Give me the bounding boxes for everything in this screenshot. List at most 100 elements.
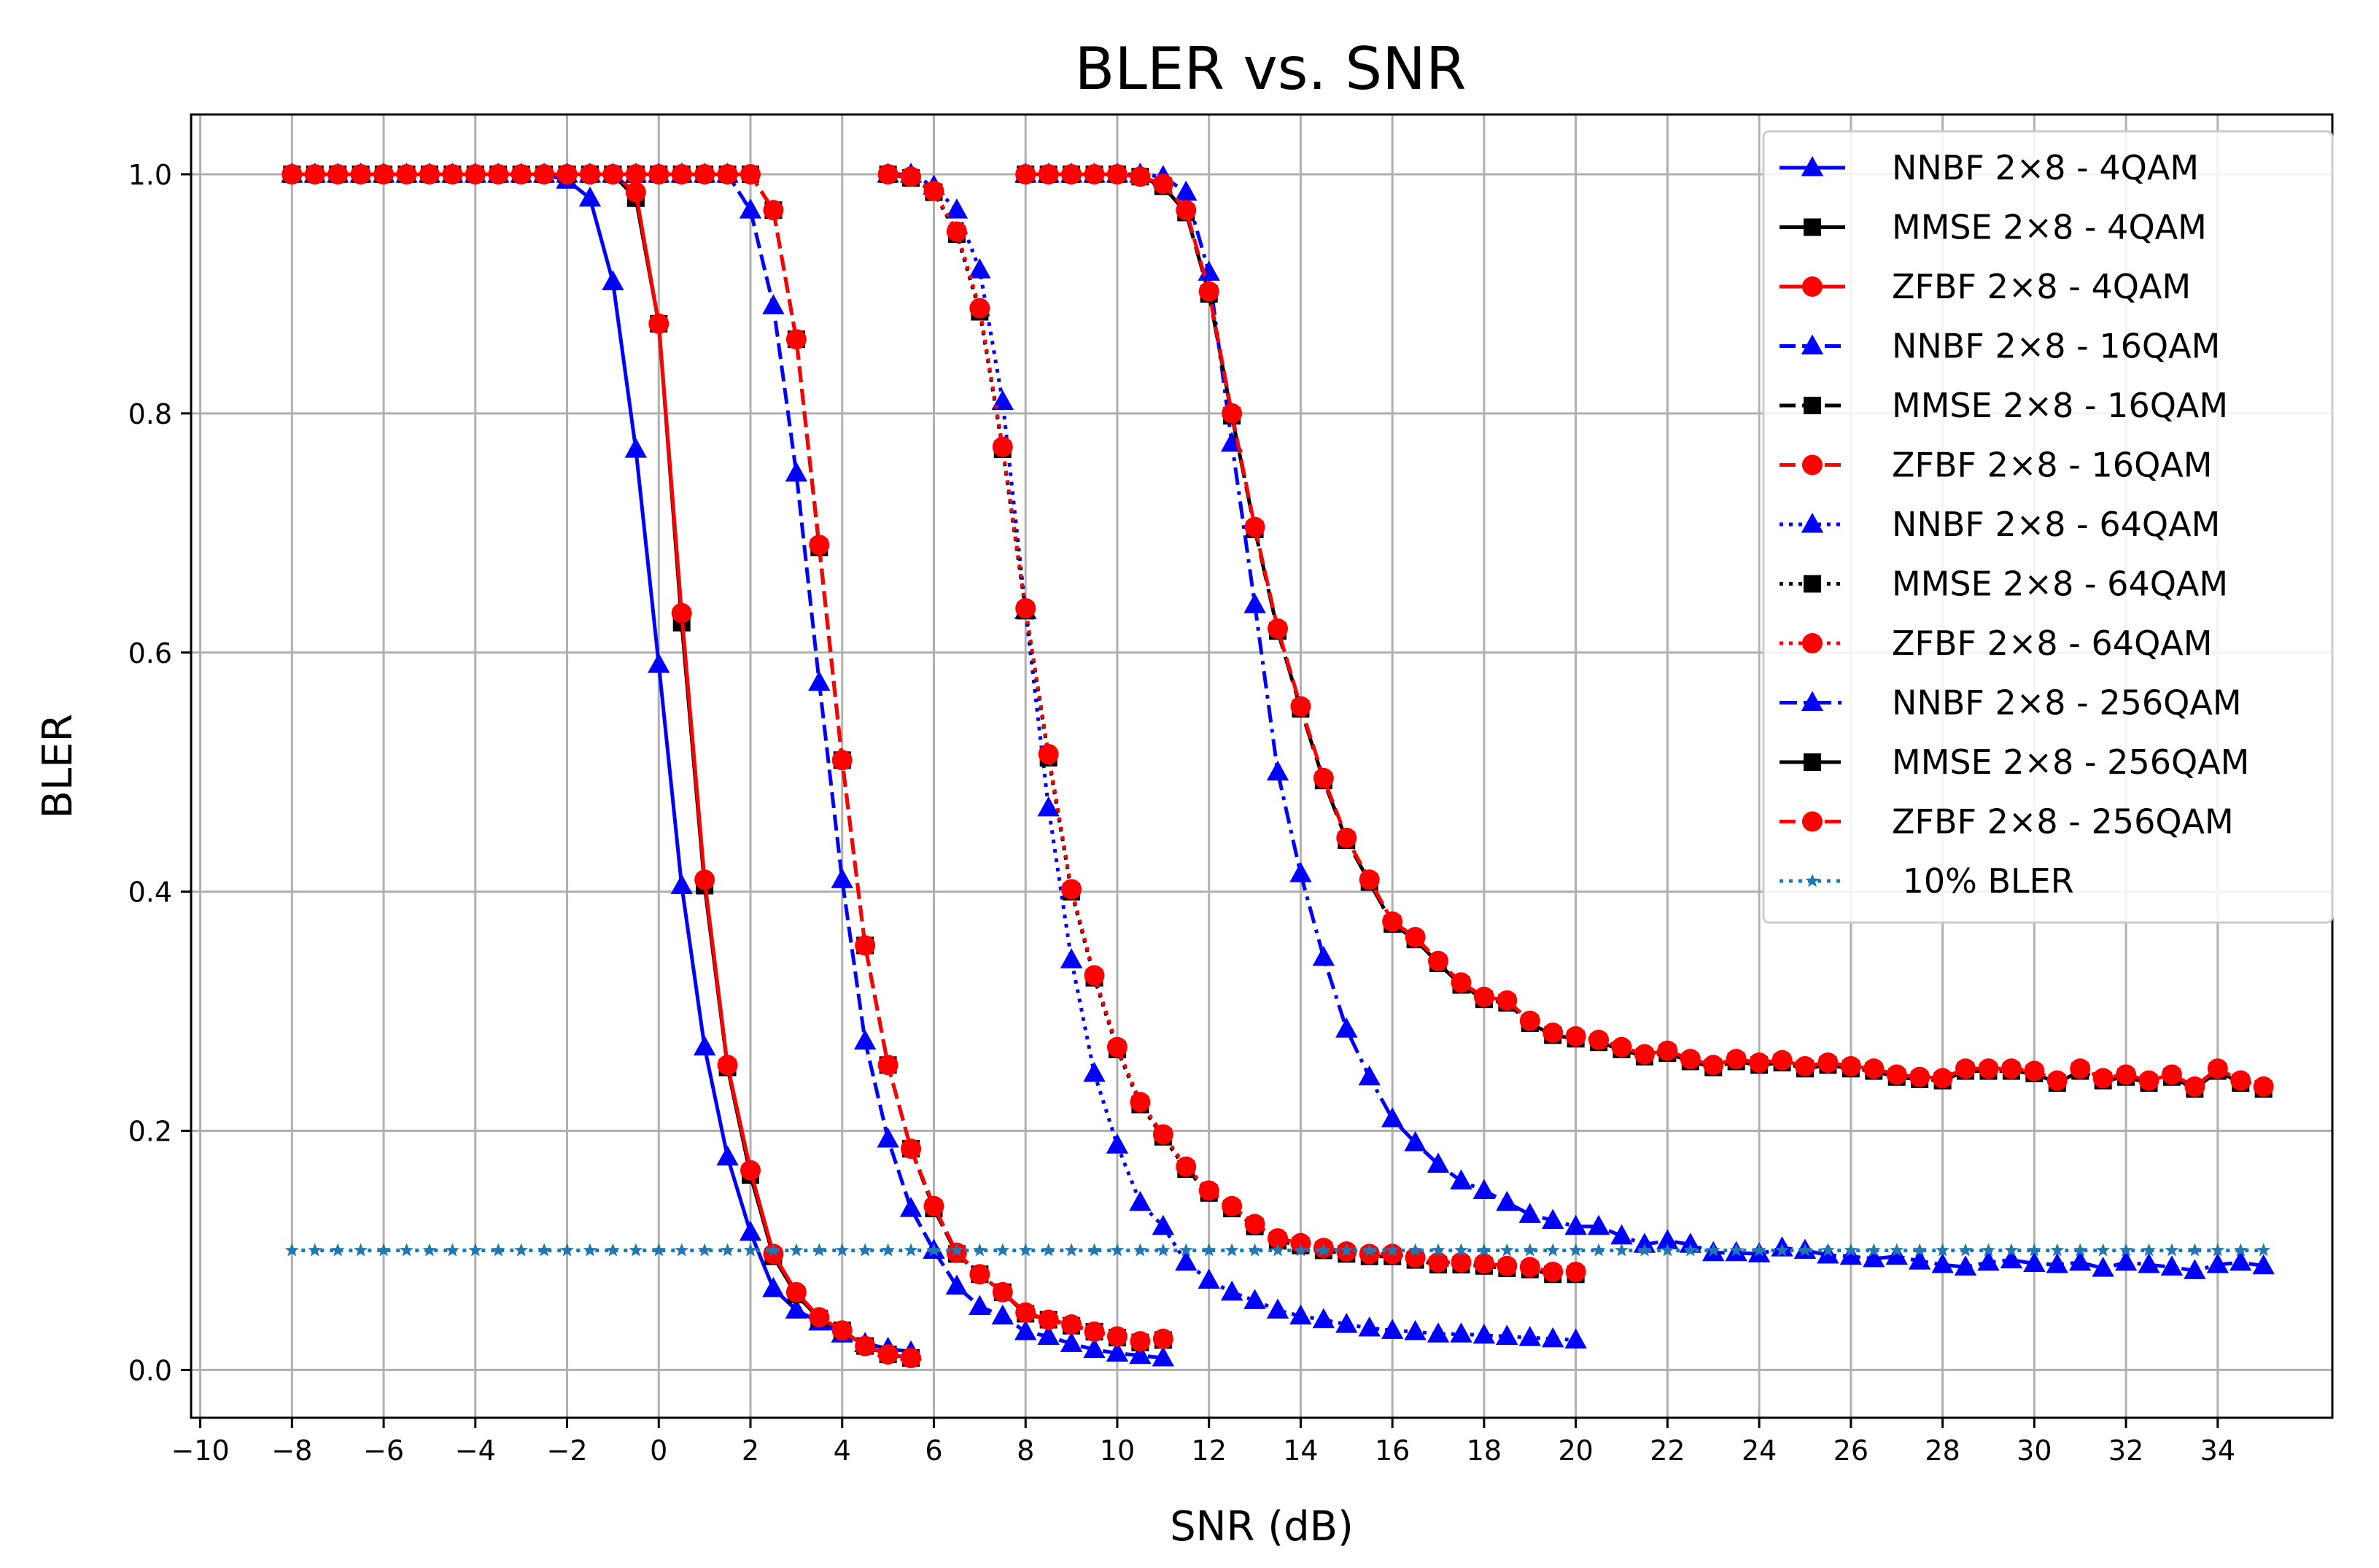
circle-marker bbox=[671, 602, 692, 624]
circle-marker bbox=[2046, 1070, 2068, 1091]
star-marker bbox=[1018, 1243, 1033, 1257]
circle-marker bbox=[2070, 1058, 2091, 1079]
circle-marker bbox=[648, 163, 670, 185]
x-tick-label: −10 bbox=[171, 1435, 229, 1467]
triangle-marker bbox=[1564, 1214, 1587, 1235]
circle-marker bbox=[625, 182, 646, 203]
circle-marker bbox=[992, 1281, 1013, 1303]
circle-marker bbox=[1176, 1156, 1197, 1177]
star-marker bbox=[308, 1243, 322, 1257]
square-marker bbox=[1804, 397, 1821, 414]
legend-label: NNBF 2×8 - 64QAM bbox=[1892, 505, 2220, 544]
circle-marker bbox=[2207, 1058, 2228, 1079]
circle-marker bbox=[901, 1138, 922, 1160]
triangle-marker bbox=[648, 653, 670, 673]
triangle-marker bbox=[1427, 1322, 1450, 1343]
circle-marker bbox=[1382, 911, 1403, 932]
star-marker bbox=[1660, 1243, 1674, 1257]
triangle-marker bbox=[739, 198, 762, 219]
triangle-marker bbox=[1839, 1244, 1863, 1265]
circle-marker bbox=[1061, 163, 1082, 185]
triangle-marker bbox=[1801, 156, 1824, 176]
triangle-marker bbox=[969, 1295, 991, 1316]
y-tick-label: 0.2 bbox=[128, 1116, 172, 1148]
triangle-marker bbox=[1243, 593, 1266, 613]
x-tick-label: 34 bbox=[2200, 1435, 2235, 1467]
legend-label: NNBF 2×8 - 4QAM bbox=[1892, 148, 2199, 187]
star-marker bbox=[697, 1243, 712, 1257]
star-marker bbox=[1248, 1243, 1262, 1257]
x-tick-label: 4 bbox=[834, 1435, 851, 1467]
circle-marker bbox=[969, 1264, 990, 1285]
circle-marker bbox=[602, 163, 624, 185]
triangle-marker bbox=[2000, 1248, 2023, 1269]
circle-marker bbox=[1634, 1044, 1655, 1065]
circle-marker bbox=[1313, 767, 1334, 788]
circle-marker bbox=[717, 1055, 738, 1076]
star-marker bbox=[2096, 1243, 2111, 1257]
circle-marker bbox=[1198, 281, 1219, 302]
star-marker bbox=[468, 1243, 483, 1257]
legend-label: 10% BLER bbox=[1892, 861, 2074, 901]
star-marker bbox=[537, 1243, 551, 1257]
triangle-marker bbox=[739, 1220, 762, 1241]
triangle-marker bbox=[1801, 513, 1824, 533]
triangle-marker bbox=[831, 868, 853, 888]
circle-marker bbox=[1428, 950, 1449, 971]
legend-entry-mmse-2-8-64qam: MMSE 2×8 - 64QAM bbox=[1780, 564, 2228, 604]
star-marker bbox=[1912, 1243, 1927, 1257]
star-marker bbox=[1316, 1243, 1331, 1257]
circle-marker bbox=[1038, 744, 1059, 765]
triangle-marker bbox=[1266, 760, 1289, 781]
legend-entry-nnbf-2-8-16qam: NNBF 2×8 - 16QAM bbox=[1780, 327, 2220, 366]
star-marker bbox=[2165, 1243, 2179, 1257]
triangle-marker bbox=[1801, 691, 1824, 712]
star-marker bbox=[675, 1243, 689, 1257]
circle-marker bbox=[671, 163, 692, 185]
triangle-marker bbox=[991, 389, 1014, 410]
legend-entry-mmse-2-8-256qam: MMSE 2×8 - 256QAM bbox=[1780, 742, 2249, 782]
square-marker bbox=[1804, 575, 1821, 593]
chart-title: BLER vs. SNR bbox=[1074, 35, 1466, 103]
x-tick-label: 24 bbox=[1742, 1435, 1777, 1467]
circle-marker bbox=[1955, 1058, 1976, 1079]
triangle-marker bbox=[1472, 1323, 1496, 1344]
star-marker bbox=[2119, 1243, 2133, 1257]
star-marker bbox=[812, 1243, 826, 1257]
star-marker bbox=[1339, 1243, 1354, 1257]
circle-marker bbox=[1244, 516, 1265, 537]
circle-marker bbox=[1061, 1314, 1082, 1335]
star-marker bbox=[2211, 1243, 2225, 1257]
triangle-marker bbox=[1679, 1233, 1702, 1253]
legend-label: ZFBF 2×8 - 16QAM bbox=[1892, 446, 2212, 485]
square-marker bbox=[1804, 753, 1821, 771]
star-marker bbox=[1844, 1243, 1858, 1257]
circle-marker bbox=[1152, 174, 1173, 195]
y-axis-label: BLER bbox=[34, 714, 82, 819]
legend-label: ZFBF 2×8 - 64QAM bbox=[1892, 624, 2212, 663]
circle-marker bbox=[350, 163, 371, 185]
star-marker bbox=[583, 1243, 597, 1257]
circle-marker bbox=[304, 163, 325, 185]
circle-marker bbox=[1152, 1328, 1173, 1349]
triangle-marker bbox=[1381, 1107, 1404, 1128]
star-marker bbox=[2142, 1243, 2156, 1257]
circle-marker bbox=[1015, 1302, 1036, 1323]
triangle-marker bbox=[1289, 1304, 1312, 1325]
circle-marker bbox=[1106, 163, 1128, 185]
circle-marker bbox=[1106, 1326, 1128, 1347]
circle-marker bbox=[1130, 166, 1151, 187]
circle-marker bbox=[1084, 163, 1105, 185]
legend-entry-zfbf-2-8-16qam: ZFBF 2×8 - 16QAM bbox=[1780, 446, 2212, 485]
circle-marker bbox=[373, 163, 395, 185]
circle-marker bbox=[1176, 200, 1197, 221]
triangle-marker bbox=[1358, 1316, 1381, 1337]
star-marker bbox=[1775, 1243, 1790, 1257]
star-marker bbox=[1729, 1243, 1744, 1257]
circle-marker bbox=[1795, 1056, 1816, 1077]
star-marker bbox=[743, 1243, 758, 1257]
star-marker bbox=[514, 1243, 529, 1257]
triangle-marker bbox=[1175, 1250, 1198, 1271]
x-tick-label: 10 bbox=[1100, 1435, 1135, 1467]
